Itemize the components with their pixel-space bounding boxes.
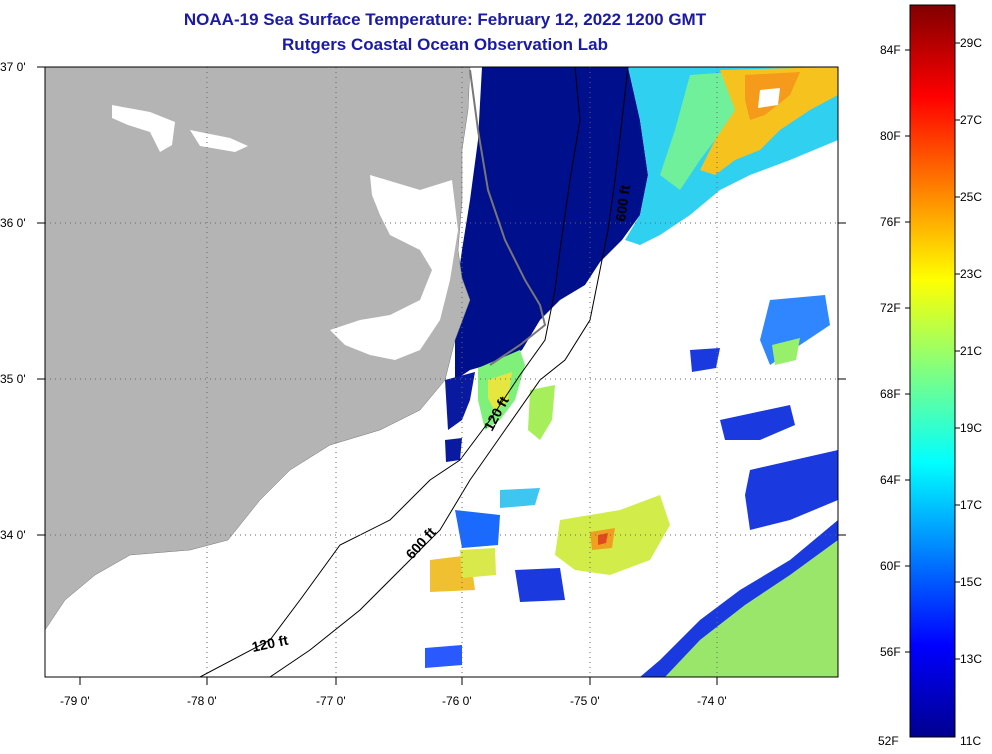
shelf-warm-yellow bbox=[488, 372, 512, 412]
map-ticks bbox=[37, 66, 846, 685]
colorbar-f-64: 64F bbox=[880, 473, 901, 487]
outer-banks bbox=[469, 69, 547, 366]
inland-lake bbox=[112, 105, 175, 152]
colorbar-f-68: 68F bbox=[880, 387, 901, 401]
sst-patch-1 bbox=[528, 385, 555, 440]
lon-label-75: -75 0' bbox=[570, 694, 600, 708]
colorbar-f-80: 80F bbox=[880, 129, 901, 143]
lon-label-79: -79 0' bbox=[60, 694, 90, 708]
contour-600ft bbox=[269, 67, 629, 677]
inland-lake-2 bbox=[190, 130, 248, 152]
colorbar-f-72: 72F bbox=[880, 301, 901, 315]
colorbar-f-84: 84F bbox=[880, 43, 901, 57]
sst-patch-south-a bbox=[500, 488, 540, 508]
lat-label-34: 34 0' bbox=[0, 528, 26, 542]
map-subtitle: Rutgers Coastal Ocean Observation Lab bbox=[282, 35, 608, 54]
colorbar-c-17: 17C bbox=[960, 498, 982, 512]
land-mass bbox=[45, 67, 471, 631]
sst-patch-south-h bbox=[598, 533, 608, 545]
colorbar-c-11: 11C bbox=[960, 734, 981, 748]
map-frame bbox=[44, 66, 839, 678]
gulf-stream-southeast-blue-edge bbox=[640, 520, 838, 677]
sst-patch-4 bbox=[720, 405, 795, 440]
sst-patch-5 bbox=[690, 348, 720, 372]
contour-label-120-south: 120 ft bbox=[250, 632, 289, 655]
lat-label-36: 36 0' bbox=[0, 216, 26, 230]
sst-patch-3 bbox=[772, 338, 800, 365]
lat-label-37: 37 0' bbox=[0, 60, 26, 74]
lon-label-74: -74 0' bbox=[697, 694, 727, 708]
sst-patch-south-c bbox=[455, 510, 500, 548]
map-content bbox=[45, 67, 838, 677]
colorbar-c-25: 25C bbox=[960, 190, 982, 204]
cold-water-patch-lower bbox=[445, 438, 462, 462]
colorbar-c-19: 19C bbox=[960, 421, 982, 435]
sst-patch-south-i bbox=[425, 645, 462, 668]
lat-label-35: 35 0' bbox=[0, 372, 26, 386]
contour-label-600-north: 600 ft bbox=[612, 184, 633, 223]
colorbar-ticks bbox=[905, 42, 960, 660]
colorbar bbox=[909, 4, 956, 738]
gulf-stream-southeast bbox=[660, 540, 838, 677]
colorbar-c-13: 13C bbox=[960, 652, 982, 666]
cold-water-region bbox=[455, 67, 648, 380]
gulf-stream-warm bbox=[700, 67, 838, 175]
sst-patch-south-e bbox=[515, 568, 565, 602]
sst-patch-south-d bbox=[460, 548, 496, 578]
map-grid bbox=[45, 67, 838, 677]
map-title: NOAA-19 Sea Surface Temperature: Februar… bbox=[183, 10, 707, 29]
colorbar-c-29: 29C bbox=[960, 36, 982, 50]
colorbar-c-15: 15C bbox=[960, 575, 982, 589]
cloud-gap-ne bbox=[758, 88, 780, 108]
colorbar-c-23: 23C bbox=[960, 267, 982, 281]
cold-patch-east bbox=[745, 450, 838, 530]
lon-label-77: -77 0' bbox=[316, 694, 346, 708]
lon-label-78: -78 0' bbox=[187, 694, 217, 708]
lon-label-76: -76 0' bbox=[442, 694, 472, 708]
colorbar-f-76: 76F bbox=[880, 215, 901, 229]
colorbar-f-60: 60F bbox=[880, 559, 901, 573]
colorbar-c-21: 21C bbox=[960, 344, 982, 358]
colorbar-f-56: 56F bbox=[880, 645, 901, 659]
albemarle-sound bbox=[330, 175, 458, 360]
colorbar-c-27: 27C bbox=[960, 113, 982, 127]
colorbar-f-52: 52F bbox=[878, 734, 899, 748]
cold-water-patch-south bbox=[445, 372, 475, 430]
contour-120ft bbox=[199, 67, 581, 677]
